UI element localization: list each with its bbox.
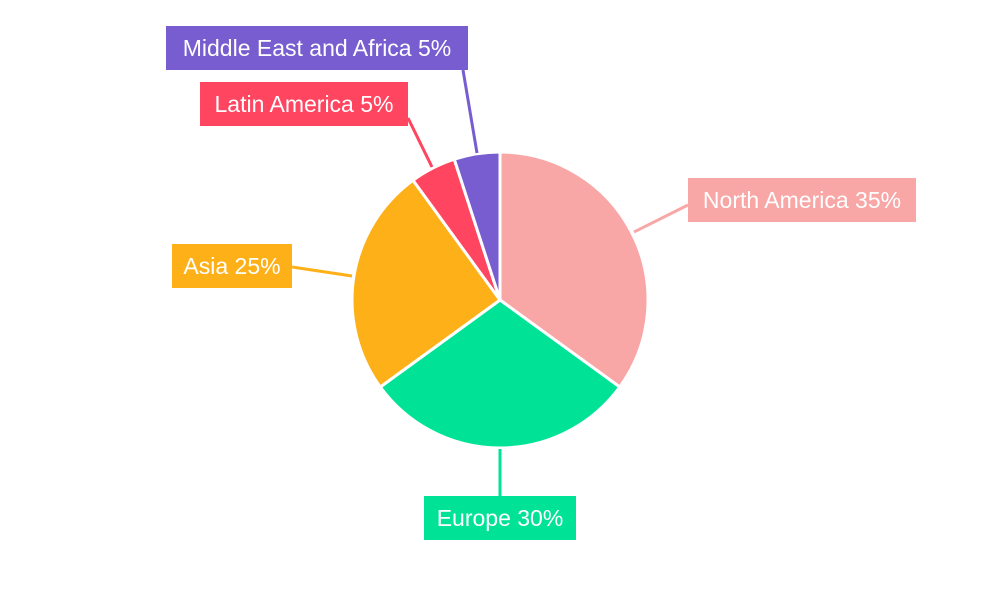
pie-slice-north-america[interactable] bbox=[498, 150, 650, 389]
connector-middle-east-and-africa bbox=[461, 69, 479, 154]
connector-north-america bbox=[633, 203, 689, 234]
data-label-middle-east-and-africa: Middle East and Africa 5% bbox=[183, 35, 451, 61]
connector-asia bbox=[291, 265, 353, 278]
data-label-asia: Asia 25% bbox=[183, 253, 280, 279]
label-box-latin-america bbox=[200, 82, 408, 126]
connector-latin-america bbox=[406, 117, 434, 168]
data-label-europe: Europe 30% bbox=[437, 505, 564, 531]
label-box-asia bbox=[172, 244, 292, 288]
pie-slice-middle-east-and-africa[interactable] bbox=[452, 150, 502, 302]
data-label-latin-america: Latin America 5% bbox=[215, 91, 394, 117]
label-box-europe bbox=[424, 496, 576, 540]
data-label-north-america: North America 35% bbox=[703, 187, 901, 213]
label-box-north-america bbox=[688, 178, 916, 222]
pie-slice-asia[interactable] bbox=[350, 178, 502, 389]
pie-slice-europe[interactable] bbox=[378, 298, 622, 450]
label-box-middle-east-and-africa bbox=[166, 26, 468, 70]
